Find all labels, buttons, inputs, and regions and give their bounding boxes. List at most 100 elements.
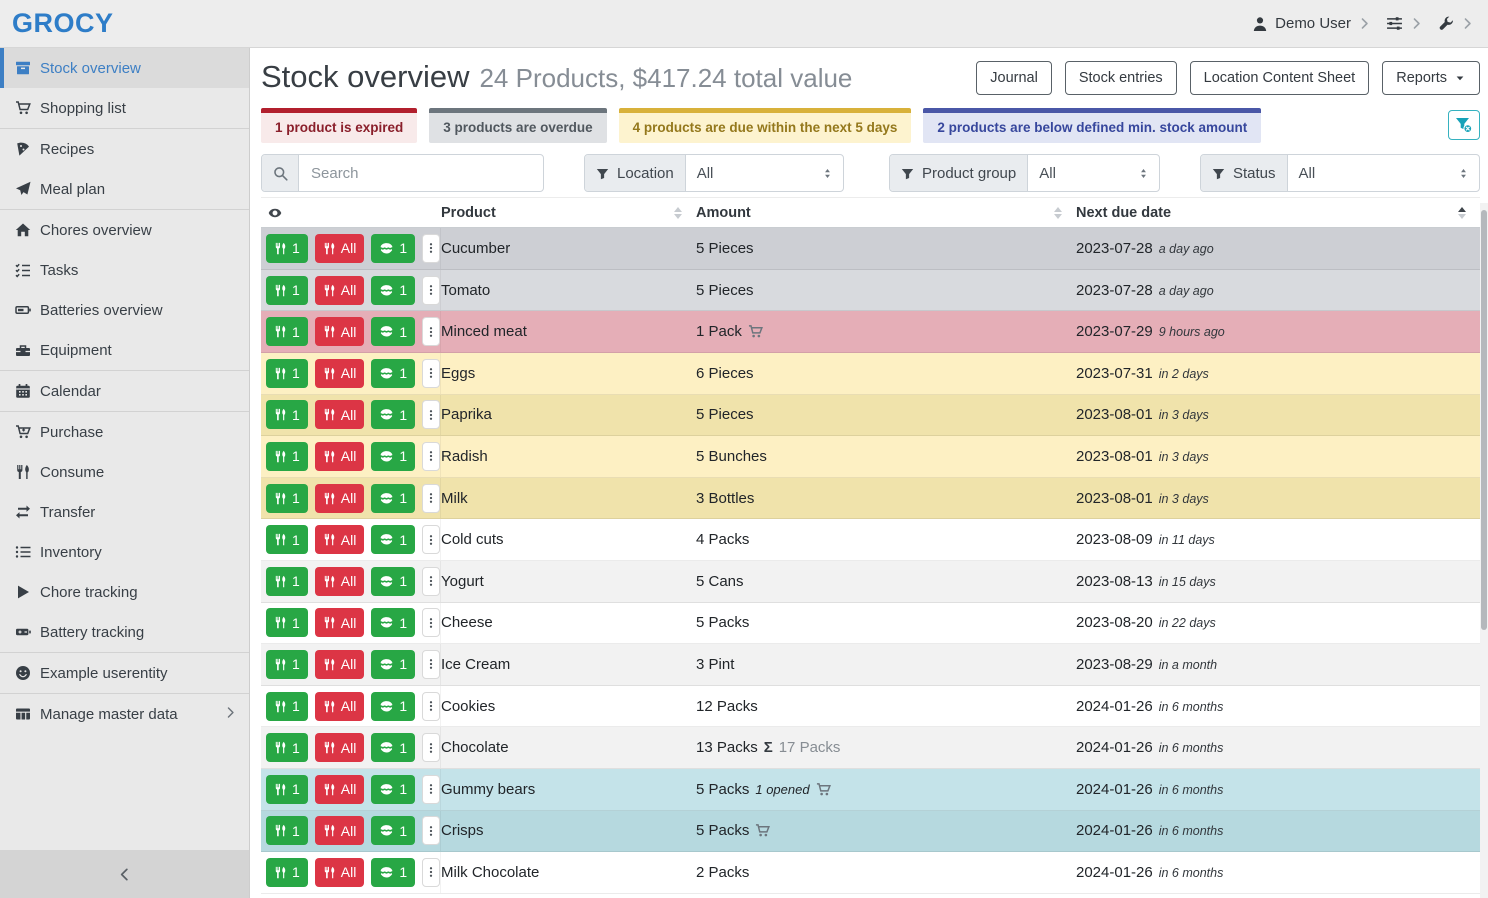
row-menu-button[interactable]	[422, 733, 440, 762]
sidebar-item-purchase[interactable]: Purchase	[0, 412, 249, 452]
status-card-are-overdue[interactable]: 3 products are overdue	[429, 108, 606, 143]
row-menu-button[interactable]	[422, 650, 440, 679]
sidebar-item-meal-plan[interactable]: Meal plan	[0, 169, 249, 209]
open-one-button[interactable]: 1	[371, 400, 415, 429]
sidebar-item-example-userentity[interactable]: Example userentity	[0, 653, 249, 693]
consume-all-button[interactable]: All	[315, 359, 365, 388]
consume-all-button[interactable]: All	[315, 484, 365, 513]
consume-all-button[interactable]: All	[315, 400, 365, 429]
consume-one-button[interactable]: 1	[266, 650, 308, 679]
consume-one-button[interactable]: 1	[266, 567, 308, 596]
open-one-button[interactable]: 1	[371, 775, 415, 804]
sidebar-item-inventory[interactable]: Inventory	[0, 532, 249, 572]
reports-dropdown[interactable]: Reports	[1382, 61, 1480, 95]
sidebar-item-manage-master-data[interactable]: Manage master data	[0, 694, 249, 734]
clear-filters-button[interactable]	[1448, 110, 1480, 140]
header-due-date-column[interactable]: Next due date	[1076, 198, 1480, 227]
consume-all-button[interactable]: All	[315, 816, 365, 845]
admin-menu[interactable]	[1438, 16, 1474, 32]
row-menu-button[interactable]	[422, 692, 440, 721]
consume-one-button[interactable]: 1	[266, 317, 308, 346]
consume-all-button[interactable]: All	[315, 858, 365, 887]
sidebar-item-chore-tracking[interactable]: Chore tracking	[0, 572, 249, 612]
row-menu-button[interactable]	[422, 525, 440, 554]
consume-one-button[interactable]: 1	[266, 692, 308, 721]
open-one-button[interactable]: 1	[371, 442, 415, 471]
consume-one-button[interactable]: 1	[266, 234, 308, 263]
consume-all-button[interactable]: All	[315, 692, 365, 721]
header-amount-column[interactable]: Amount	[696, 198, 1076, 227]
sidebar-item-recipes[interactable]: Recipes	[0, 129, 249, 169]
row-menu-button[interactable]	[422, 359, 440, 388]
open-one-button[interactable]: 1	[371, 816, 415, 845]
open-one-button[interactable]: 1	[371, 567, 415, 596]
open-one-button[interactable]: 1	[371, 317, 415, 346]
row-menu-button[interactable]	[422, 608, 440, 637]
sidebar-item-transfer[interactable]: Transfer	[0, 492, 249, 532]
row-menu-button[interactable]	[422, 276, 440, 305]
open-one-button[interactable]: 1	[371, 692, 415, 721]
open-one-button[interactable]: 1	[371, 650, 415, 679]
sidebar-item-calendar[interactable]: Calendar	[0, 371, 249, 411]
consume-one-button[interactable]: 1	[266, 442, 308, 471]
row-menu-button[interactable]	[422, 484, 440, 513]
consume-all-button[interactable]: All	[315, 775, 365, 804]
sidebar-item-tasks[interactable]: Tasks	[0, 250, 249, 290]
row-menu-button[interactable]	[422, 567, 440, 596]
consume-one-button[interactable]: 1	[266, 775, 308, 804]
consume-one-button[interactable]: 1	[266, 816, 308, 845]
consume-all-button[interactable]: All	[315, 608, 365, 637]
consume-one-button[interactable]: 1	[266, 276, 308, 305]
user-menu[interactable]: Demo User	[1252, 15, 1371, 32]
consume-one-button[interactable]: 1	[266, 525, 308, 554]
search-input[interactable]	[299, 155, 543, 191]
consume-one-button[interactable]: 1	[266, 400, 308, 429]
header-product-column[interactable]: Product	[441, 198, 696, 227]
row-menu-button[interactable]	[422, 317, 440, 346]
consume-one-button[interactable]: 1	[266, 359, 308, 388]
consume-one-button[interactable]: 1	[266, 733, 308, 762]
row-menu-button[interactable]	[422, 442, 440, 471]
sidebar-item-battery-tracking[interactable]: Battery tracking	[0, 612, 249, 652]
open-one-button[interactable]: 1	[371, 858, 415, 887]
consume-all-button[interactable]: All	[315, 442, 365, 471]
consume-all-button[interactable]: All	[315, 317, 365, 346]
status-card-stock-amount[interactable]: 2 products are below defined min. stock …	[923, 108, 1261, 143]
consume-one-button[interactable]: 1	[266, 858, 308, 887]
open-one-button[interactable]: 1	[371, 733, 415, 762]
status-card-5-days[interactable]: 4 products are due within the next 5 day…	[619, 108, 912, 143]
consume-all-button[interactable]: All	[315, 733, 365, 762]
sidebar-item-equipment[interactable]: Equipment	[0, 330, 249, 370]
status-card-is-expired[interactable]: 1 product is expired	[261, 108, 417, 143]
consume-all-button[interactable]: All	[315, 525, 365, 554]
location-select[interactable]: All	[686, 155, 843, 191]
consume-one-button[interactable]: 1	[266, 484, 308, 513]
open-one-button[interactable]: 1	[371, 608, 415, 637]
open-one-button[interactable]: 1	[371, 276, 415, 305]
stock-entries-button[interactable]: Stock entries	[1065, 61, 1177, 95]
consume-all-button[interactable]: All	[315, 650, 365, 679]
journal-button[interactable]: Journal	[976, 61, 1052, 95]
scrollbar-thumb[interactable]	[1481, 210, 1487, 630]
open-one-button[interactable]: 1	[371, 484, 415, 513]
open-one-button[interactable]: 1	[371, 525, 415, 554]
app-logo[interactable]: GROCY	[12, 8, 114, 39]
consume-all-button[interactable]: All	[315, 567, 365, 596]
row-menu-button[interactable]	[422, 775, 440, 804]
row-menu-button[interactable]	[422, 816, 440, 845]
consume-all-button[interactable]: All	[315, 234, 365, 263]
row-menu-button[interactable]	[422, 858, 440, 887]
row-menu-button[interactable]	[422, 400, 440, 429]
location-content-sheet-button[interactable]: Location Content Sheet	[1190, 61, 1370, 95]
sidebar-item-stock-overview[interactable]: Stock overview	[0, 48, 249, 88]
open-one-button[interactable]: 1	[371, 359, 415, 388]
sidebar-item-consume[interactable]: Consume	[0, 452, 249, 492]
sidebar-item-shopping-list[interactable]: Shopping list	[0, 88, 249, 128]
consume-all-button[interactable]: All	[315, 276, 365, 305]
open-one-button[interactable]: 1	[371, 234, 415, 263]
settings-menu[interactable]	[1386, 15, 1423, 32]
row-menu-button[interactable]	[422, 234, 440, 263]
consume-one-button[interactable]: 1	[266, 608, 308, 637]
sidebar-collapse-button[interactable]	[0, 850, 249, 898]
product-group-select[interactable]: All	[1028, 155, 1159, 191]
